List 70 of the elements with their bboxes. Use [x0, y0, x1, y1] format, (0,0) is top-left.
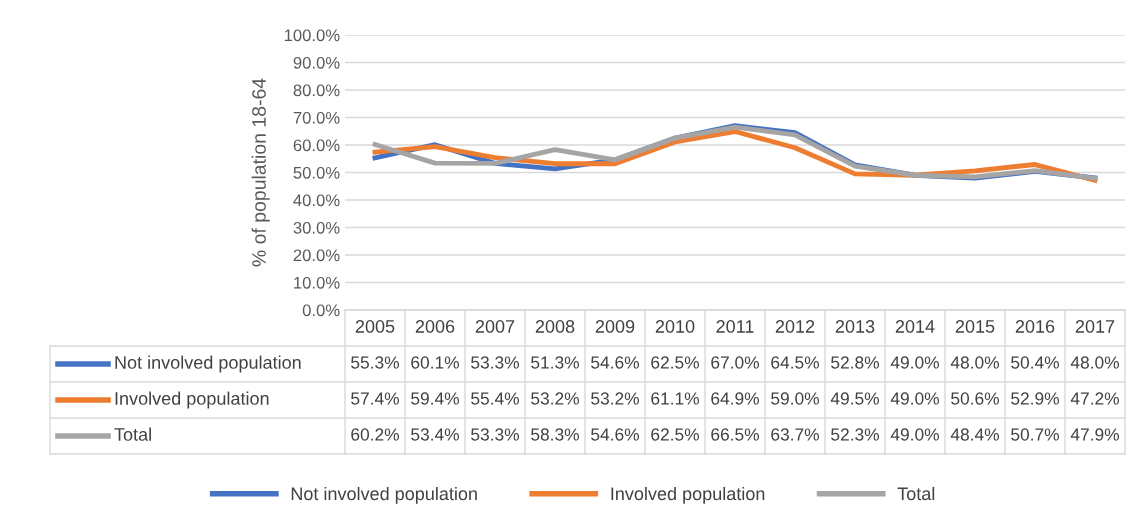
data-label: 48.4%	[950, 428, 999, 441]
data-label: 62.5%	[651, 428, 699, 441]
x-tick-label: 2016	[1015, 320, 1055, 333]
legend-label: Total	[897, 486, 935, 501]
x-tick-label: 2008	[535, 320, 575, 333]
data-label: 49.0%	[890, 428, 939, 441]
data-label: 50.4%	[1011, 356, 1059, 369]
data-label: 53.2%	[531, 392, 579, 405]
legend-label: Involved population	[115, 391, 269, 409]
data-label: 62.5%	[651, 356, 699, 369]
data-label: 52.3%	[831, 428, 879, 441]
data-label: 58.3%	[531, 428, 579, 441]
x-tick-label: 2005	[355, 320, 395, 333]
text: Total	[114, 427, 151, 441]
data-label: 50.7%	[1011, 428, 1059, 441]
y-tick-label: 30.0%	[293, 221, 340, 234]
x-tick-label: 2011	[716, 320, 754, 333]
data-label: 57.4%	[351, 392, 399, 405]
y-axis-title: % of population 18-64	[251, 78, 270, 267]
data-label: 59.0%	[771, 392, 819, 405]
data-label: 64.9%	[711, 392, 759, 405]
data-label: 61.1%	[651, 392, 699, 405]
data-label: 47.2%	[1070, 392, 1119, 405]
y-tick-label: 10.0%	[294, 276, 340, 289]
data-label: 52.8%	[831, 356, 879, 369]
text: Not involved population	[291, 486, 477, 504]
data-label: 63.7%	[771, 428, 819, 441]
x-tick-label: 2007	[475, 320, 515, 333]
x-tick-label: 2014	[895, 320, 935, 333]
data-label: 53.4%	[411, 428, 459, 441]
x-tick-label: 2017	[1075, 320, 1115, 333]
text: Involved population	[611, 486, 765, 504]
data-label: 54.6%	[591, 356, 639, 369]
data-label: 49.5%	[830, 392, 879, 405]
data-label: 64.5%	[771, 356, 819, 369]
y-tick-label: 90.0%	[293, 56, 340, 69]
data-label: 51.3%	[531, 356, 579, 369]
legend-label: Not involved population	[115, 355, 301, 373]
y-tick-label: 80.0%	[293, 84, 340, 97]
x-tick-label: 2015	[955, 320, 995, 333]
data-label: 60.2%	[351, 428, 399, 441]
data-label: 49.0%	[890, 392, 939, 405]
data-label: 59.4%	[411, 392, 459, 405]
data-label: 53.3%	[471, 428, 519, 441]
y-tick-label: 50.0%	[293, 166, 340, 179]
data-label: 53.3%	[471, 356, 519, 369]
data-label: 48.0%	[950, 356, 999, 369]
data-label: 50.6%	[951, 392, 999, 405]
y-tick-label: 0.0%	[302, 304, 340, 317]
data-label: 66.5%	[711, 428, 759, 441]
y-tick-label: 70.0%	[293, 111, 340, 124]
data-label: 53.2%	[591, 392, 639, 405]
data-label: 49.0%	[890, 356, 939, 369]
data-label: 67.0%	[711, 356, 759, 369]
x-tick-label: 2010	[655, 320, 695, 333]
x-tick-label: 2006	[415, 320, 455, 333]
data-label: 52.9%	[1011, 392, 1059, 405]
data-label: 55.3%	[351, 356, 399, 369]
data-label: 48.0%	[1070, 356, 1119, 369]
x-tick-label: 2009	[595, 320, 635, 333]
data-label: 55.4%	[471, 392, 519, 405]
y-tick-label: 20.0%	[293, 249, 340, 262]
x-tick-label: 2013	[835, 320, 875, 333]
data-label: 54.6%	[591, 428, 639, 441]
x-tick-label: 2012	[775, 320, 815, 333]
data-label: 60.1%	[411, 356, 459, 369]
y-tick-label: 100.0%	[284, 29, 340, 42]
data-label: 47.9%	[1070, 428, 1119, 441]
y-tick-label: 40.0%	[293, 194, 340, 207]
y-tick-label: 60.0%	[293, 139, 340, 152]
